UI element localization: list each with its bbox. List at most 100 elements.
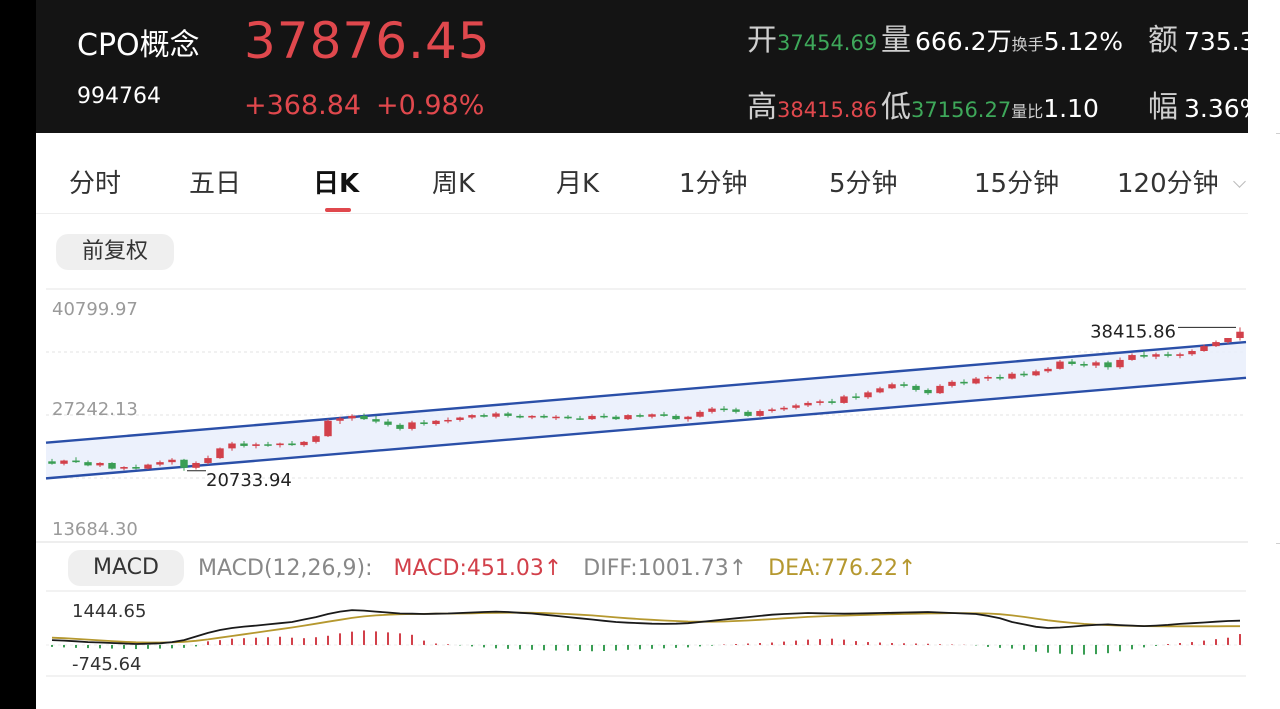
- candle-body: [552, 416, 560, 419]
- candle-body: [108, 462, 116, 469]
- candle-body: [528, 415, 536, 418]
- high-quote: 高38415.86: [747, 82, 877, 126]
- indicator-button[interactable]: MACD: [68, 550, 184, 586]
- tab-15-min[interactable]: 15分钟: [974, 169, 1060, 199]
- candle-body: [564, 416, 572, 419]
- candle-body: [300, 441, 308, 446]
- y-tick-label: 40799.97: [52, 299, 138, 320]
- candle-body: [432, 420, 440, 425]
- candle-body: [96, 462, 104, 466]
- amplitude-label: 幅: [1148, 90, 1178, 125]
- candle-body: [1140, 355, 1148, 357]
- candle-body: [768, 409, 776, 412]
- candle-body: [228, 443, 236, 449]
- candle-body: [624, 415, 632, 420]
- candle-body: [204, 458, 212, 463]
- dea-line: [51, 611, 1240, 644]
- tab-timeshare[interactable]: 分时: [69, 169, 122, 199]
- candle-body: [264, 444, 272, 446]
- candle-body: [984, 376, 992, 379]
- candle-body: [384, 421, 392, 425]
- candle-body: [1044, 368, 1052, 372]
- amplitude-quote: 幅3.36%: [1148, 82, 1248, 126]
- volume-value: 666.2万: [915, 27, 1012, 56]
- candle-body: [1008, 373, 1016, 379]
- candle-body: [420, 422, 428, 425]
- quote-header: CPO概念 994764 37876.45 +368.84 +0.98% 开37…: [36, 0, 1248, 133]
- tab-weekly-k[interactable]: 周K: [432, 169, 476, 199]
- candle-body: [648, 414, 656, 417]
- tab-5-min[interactable]: 5分钟: [829, 169, 898, 199]
- tab-daily-k[interactable]: 日K: [313, 169, 360, 199]
- vol-ratio-label: 量比: [1011, 102, 1044, 121]
- candle-body: [840, 396, 848, 403]
- candle-body: [720, 408, 728, 411]
- candle-body: [972, 378, 980, 384]
- tab-120-min[interactable]: 120分钟: [1117, 169, 1219, 199]
- candle-body: [1092, 362, 1100, 366]
- amount-value: 735.3: [1184, 27, 1248, 56]
- candle-body: [396, 424, 404, 429]
- current-price: 37876.45: [244, 12, 491, 70]
- candlestick-chart[interactable]: 40799.97 27242.13 13684.30 38415.86 20733.94…: [36, 0, 1248, 709]
- candle-body: [1116, 359, 1124, 368]
- candle-body: [780, 407, 788, 410]
- candle-body: [612, 416, 620, 420]
- candle-body: [1200, 346, 1208, 352]
- ruler-tick: [1276, 543, 1280, 544]
- candle-body: [336, 418, 344, 421]
- candle-body: [744, 411, 752, 416]
- candle-body: [912, 385, 920, 390]
- y-tick-label: 13684.30: [52, 519, 138, 540]
- candle-body: [216, 448, 224, 459]
- candle-body: [576, 418, 584, 420]
- candle-body: [1152, 354, 1160, 357]
- channel-upper-line: [45, 340, 1247, 444]
- amount-label: 额: [1148, 23, 1178, 58]
- candle-body: [960, 381, 968, 384]
- candle-body: [888, 384, 896, 389]
- high-price-label: 38415.86: [1090, 321, 1176, 342]
- volume-quote: 量 666.2万换手5.12%: [881, 15, 1123, 59]
- candle-body: [660, 414, 668, 416]
- candle-body: [1056, 361, 1064, 369]
- adjust-button[interactable]: 前复权: [56, 234, 174, 270]
- tab-1-min[interactable]: 1分钟: [679, 169, 748, 199]
- tab-five-day[interactable]: 五日: [189, 169, 242, 199]
- candle-body: [588, 415, 596, 420]
- candle-body: [468, 415, 476, 418]
- candle-body: [1032, 371, 1040, 376]
- candle-body: [408, 422, 416, 429]
- period-tabs: 分时 五日 日K 周K 月K 1分钟 5分钟 15分钟 120分钟: [36, 133, 1248, 214]
- candle-body: [324, 420, 332, 437]
- ruler-tick: [1276, 133, 1280, 134]
- candle-body: [756, 411, 764, 416]
- tab-monthly-k[interactable]: 月K: [556, 169, 600, 199]
- candle-body: [672, 415, 680, 420]
- candle-body: [1188, 351, 1196, 355]
- candle-body: [132, 467, 140, 469]
- candle-body: [504, 413, 512, 416]
- candle-body: [684, 416, 692, 420]
- candle-body: [168, 459, 176, 463]
- volume-label: 量: [881, 23, 911, 58]
- candle-body: [288, 443, 296, 446]
- candle-body: [480, 415, 488, 417]
- amplitude-value: 3.36%: [1184, 94, 1248, 123]
- candle-body: [852, 396, 860, 398]
- candle-body: [516, 415, 524, 418]
- candle-body: [1104, 362, 1112, 368]
- low-price-label: 20733.94: [206, 470, 292, 491]
- candle-body: [1080, 363, 1088, 366]
- candle-body: [1176, 354, 1184, 356]
- turnover-value: 5.12%: [1043, 27, 1124, 56]
- candle-body: [792, 405, 800, 408]
- channel-band: [46, 342, 1246, 479]
- active-tab-indicator: [325, 208, 351, 212]
- candle-body: [252, 444, 260, 446]
- candle-body: [1164, 354, 1172, 356]
- candle-body: [120, 467, 128, 469]
- y-tick-label: 27242.13: [52, 399, 138, 420]
- candle-body: [48, 461, 56, 464]
- candle-body: [900, 384, 908, 386]
